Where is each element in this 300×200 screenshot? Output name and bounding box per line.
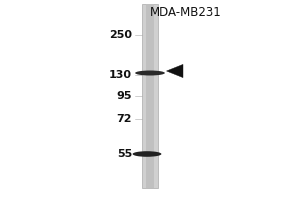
Text: 95: 95 [116,91,132,101]
Ellipse shape [135,71,165,75]
Polygon shape [167,64,183,78]
Text: 130: 130 [109,70,132,80]
Text: 55: 55 [117,149,132,159]
Bar [146,4,154,188]
Text: MDA-MB231: MDA-MB231 [150,6,222,19]
Bar [142,4,158,188]
Ellipse shape [133,151,161,157]
Text: 72: 72 [116,114,132,124]
Text: 250: 250 [109,30,132,40]
